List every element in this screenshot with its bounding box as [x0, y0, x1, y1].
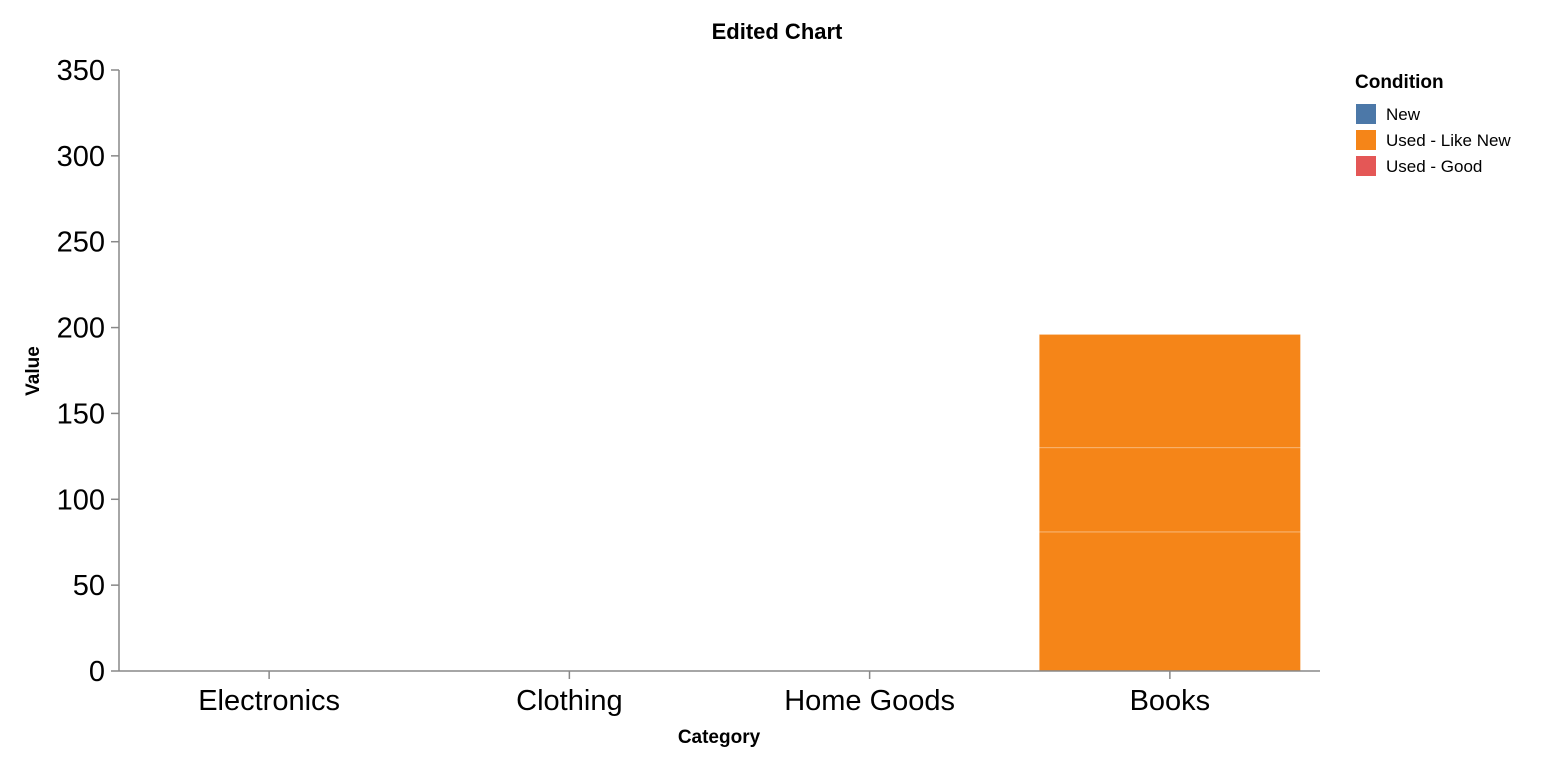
x-tick-label: Clothing	[516, 685, 622, 717]
legend-items: New Used - Like New Used - Good	[1356, 104, 1511, 176]
plot-area: 0 50 100 150 200 250 300 350 Electronics Clothin…	[57, 55, 1320, 717]
bar-segment-books	[1038, 334, 1301, 449]
y-axis-ticks: 0 50 100 150 200 250 300 350	[57, 55, 119, 688]
y-tick-label: 250	[57, 227, 105, 259]
y-tick-label: 150	[57, 398, 105, 430]
y-tick-label: 0	[89, 656, 105, 688]
x-tick-label: Home Goods	[784, 685, 955, 717]
legend-label: New	[1386, 105, 1421, 124]
y-tick-label: 200	[57, 313, 105, 345]
y-tick-label: 300	[57, 141, 105, 173]
chart-title: Edited Chart	[712, 19, 843, 44]
legend-swatch	[1356, 130, 1376, 150]
legend-title: Condition	[1355, 72, 1444, 93]
legend-label: Used - Good	[1386, 157, 1482, 176]
x-axis-title: Category	[678, 727, 761, 748]
legend-swatch	[1356, 104, 1376, 124]
x-tick-label: Electronics	[198, 685, 340, 717]
bars-layer	[1038, 334, 1301, 672]
y-tick-label: 100	[57, 484, 105, 516]
bar-segment-books	[1038, 531, 1301, 672]
legend-swatch	[1356, 156, 1376, 176]
y-tick-label: 50	[73, 570, 105, 602]
legend-label: Used - Like New	[1386, 131, 1511, 150]
y-tick-label: 350	[57, 55, 105, 87]
x-axis-ticks: Electronics Clothing Home Goods Books	[198, 671, 1210, 717]
x-tick-label: Books	[1130, 685, 1211, 717]
legend: Condition New Used - Like New Used - Good	[1355, 72, 1511, 176]
bar-segment-books	[1038, 447, 1301, 533]
y-axis-title: Value	[23, 346, 44, 396]
